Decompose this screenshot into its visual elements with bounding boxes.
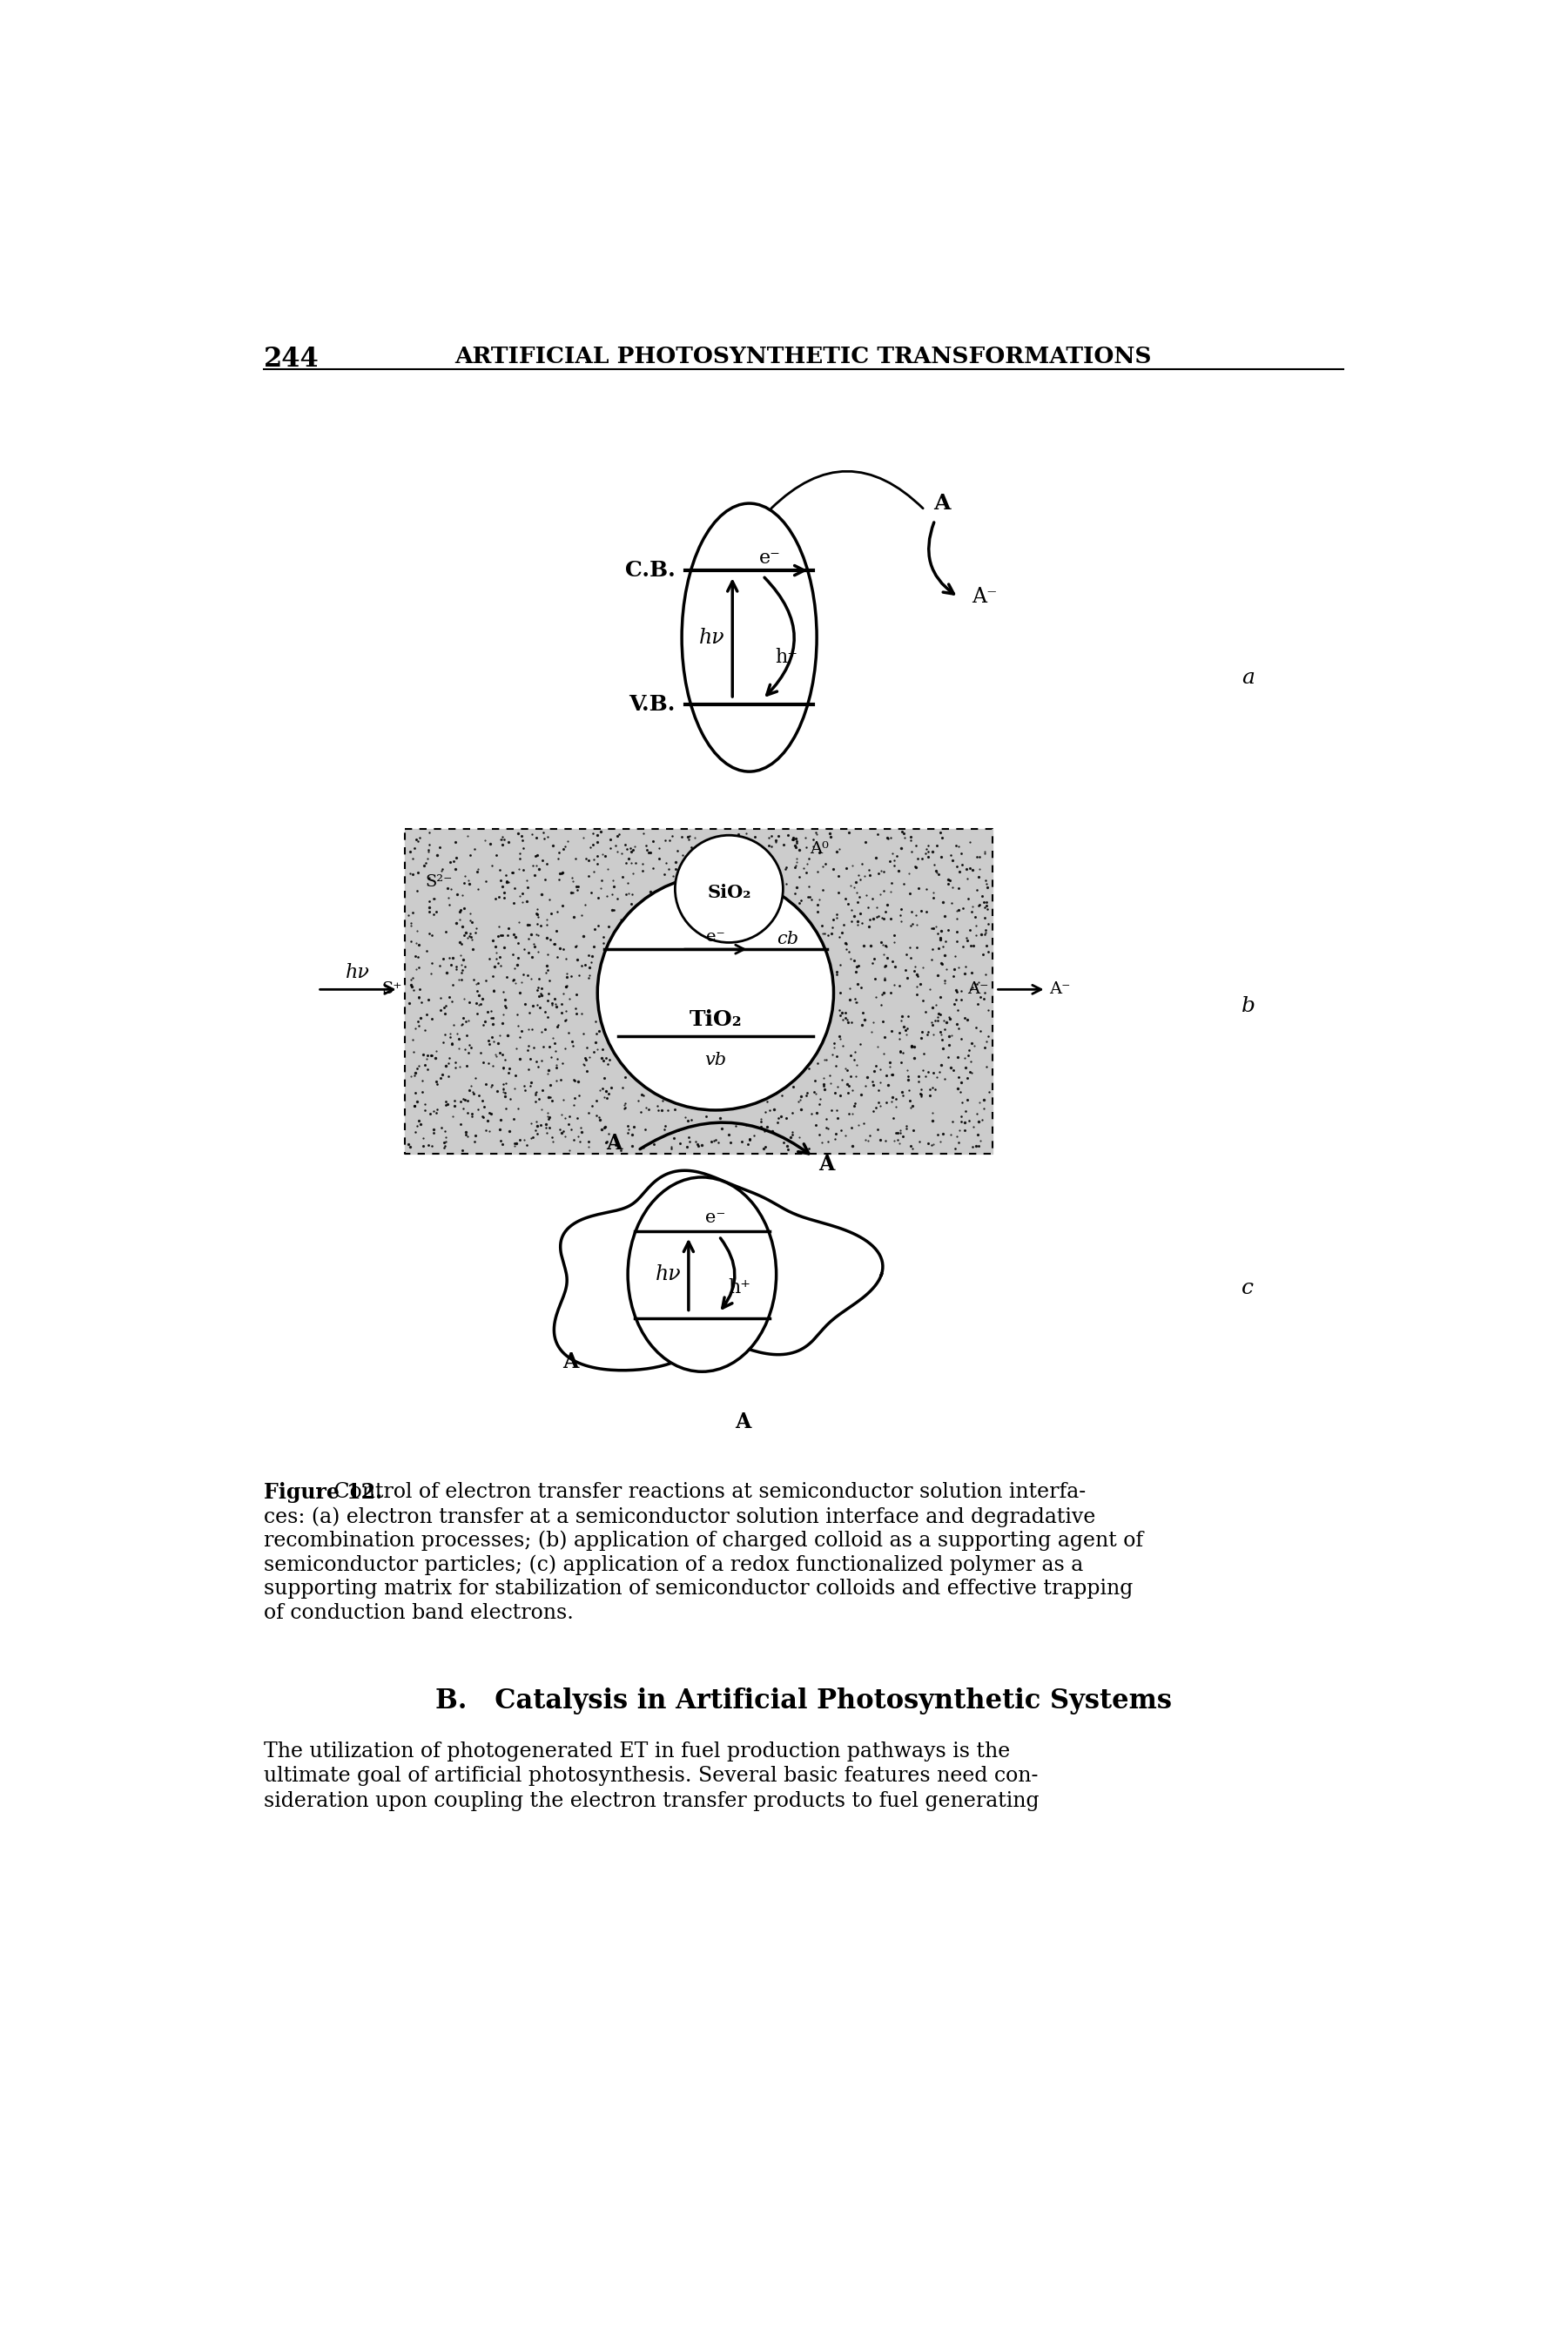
Text: h⁺: h⁺ bbox=[728, 1279, 751, 1298]
Text: A⁻: A⁻ bbox=[972, 588, 997, 607]
Text: S²⁻: S²⁻ bbox=[425, 875, 453, 891]
Text: B.   Catalysis in Artificial Photosynthetic Systems: B. Catalysis in Artificial Photosyntheti… bbox=[434, 1688, 1171, 1714]
Ellipse shape bbox=[627, 1178, 776, 1371]
Text: TiO₂: TiO₂ bbox=[690, 1009, 742, 1030]
Text: S⁺: S⁺ bbox=[381, 983, 401, 997]
Text: A: A bbox=[563, 1352, 579, 1373]
Text: A⁻: A⁻ bbox=[1049, 983, 1071, 997]
Text: a: a bbox=[1242, 668, 1254, 689]
Text: e⁻: e⁻ bbox=[706, 929, 724, 945]
Text: vb: vb bbox=[704, 1051, 726, 1067]
Text: b: b bbox=[1242, 997, 1256, 1016]
Text: A: A bbox=[734, 1411, 751, 1432]
Text: Control of electron transfer reactions at semiconductor solution interfa-: Control of electron transfer reactions a… bbox=[328, 1481, 1087, 1502]
Text: hν: hν bbox=[655, 1265, 681, 1284]
Text: Figure 12.: Figure 12. bbox=[263, 1481, 383, 1502]
Text: supporting matrix for stabilization of semiconductor colloids and effective trap: supporting matrix for stabilization of s… bbox=[263, 1580, 1132, 1599]
FancyArrowPatch shape bbox=[771, 470, 924, 508]
Text: ARTIFICIAL PHOTOSYNTHETIC TRANSFORMATIONS: ARTIFICIAL PHOTOSYNTHETIC TRANSFORMATION… bbox=[455, 346, 1152, 367]
Text: recombination processes; (b) application of charged colloid as a supporting agen: recombination processes; (b) application… bbox=[263, 1531, 1143, 1552]
Text: sideration upon coupling the electron transfer products to fuel generating: sideration upon coupling the electron tr… bbox=[263, 1791, 1040, 1810]
Text: A⁻: A⁻ bbox=[967, 983, 989, 997]
Text: A⁰: A⁰ bbox=[811, 842, 829, 856]
Polygon shape bbox=[554, 1171, 883, 1371]
Text: cb: cb bbox=[776, 931, 798, 947]
Circle shape bbox=[597, 875, 834, 1110]
Text: A: A bbox=[607, 1133, 622, 1154]
Text: of conduction band electrons.: of conduction band electrons. bbox=[263, 1603, 574, 1622]
Text: C.B.: C.B. bbox=[624, 560, 676, 581]
Text: hν: hν bbox=[347, 964, 370, 983]
Text: SiO₂: SiO₂ bbox=[707, 884, 751, 900]
Text: e⁻: e⁻ bbox=[759, 548, 781, 569]
Text: 244: 244 bbox=[263, 346, 318, 374]
Text: hν: hν bbox=[699, 628, 724, 647]
Text: c: c bbox=[1242, 1279, 1254, 1298]
Text: ultimate goal of artificial photosynthesis. Several basic features need con-: ultimate goal of artificial photosynthes… bbox=[263, 1766, 1038, 1787]
Text: e⁻: e⁻ bbox=[706, 1208, 726, 1225]
Text: ces: (a) electron transfer at a semiconductor solution interface and degradative: ces: (a) electron transfer at a semicond… bbox=[263, 1507, 1096, 1526]
Polygon shape bbox=[405, 828, 993, 1154]
Text: The utilization of photogenerated ET in fuel production pathways is the: The utilization of photogenerated ET in … bbox=[263, 1742, 1010, 1761]
Text: semiconductor particles; (c) application of a redox functionalized polymer as a: semiconductor particles; (c) application… bbox=[263, 1554, 1083, 1575]
Text: A: A bbox=[933, 494, 950, 515]
Text: h⁺: h⁺ bbox=[775, 649, 798, 668]
Text: V.B.: V.B. bbox=[629, 694, 676, 715]
Text: A: A bbox=[818, 1154, 834, 1173]
Circle shape bbox=[676, 835, 782, 943]
